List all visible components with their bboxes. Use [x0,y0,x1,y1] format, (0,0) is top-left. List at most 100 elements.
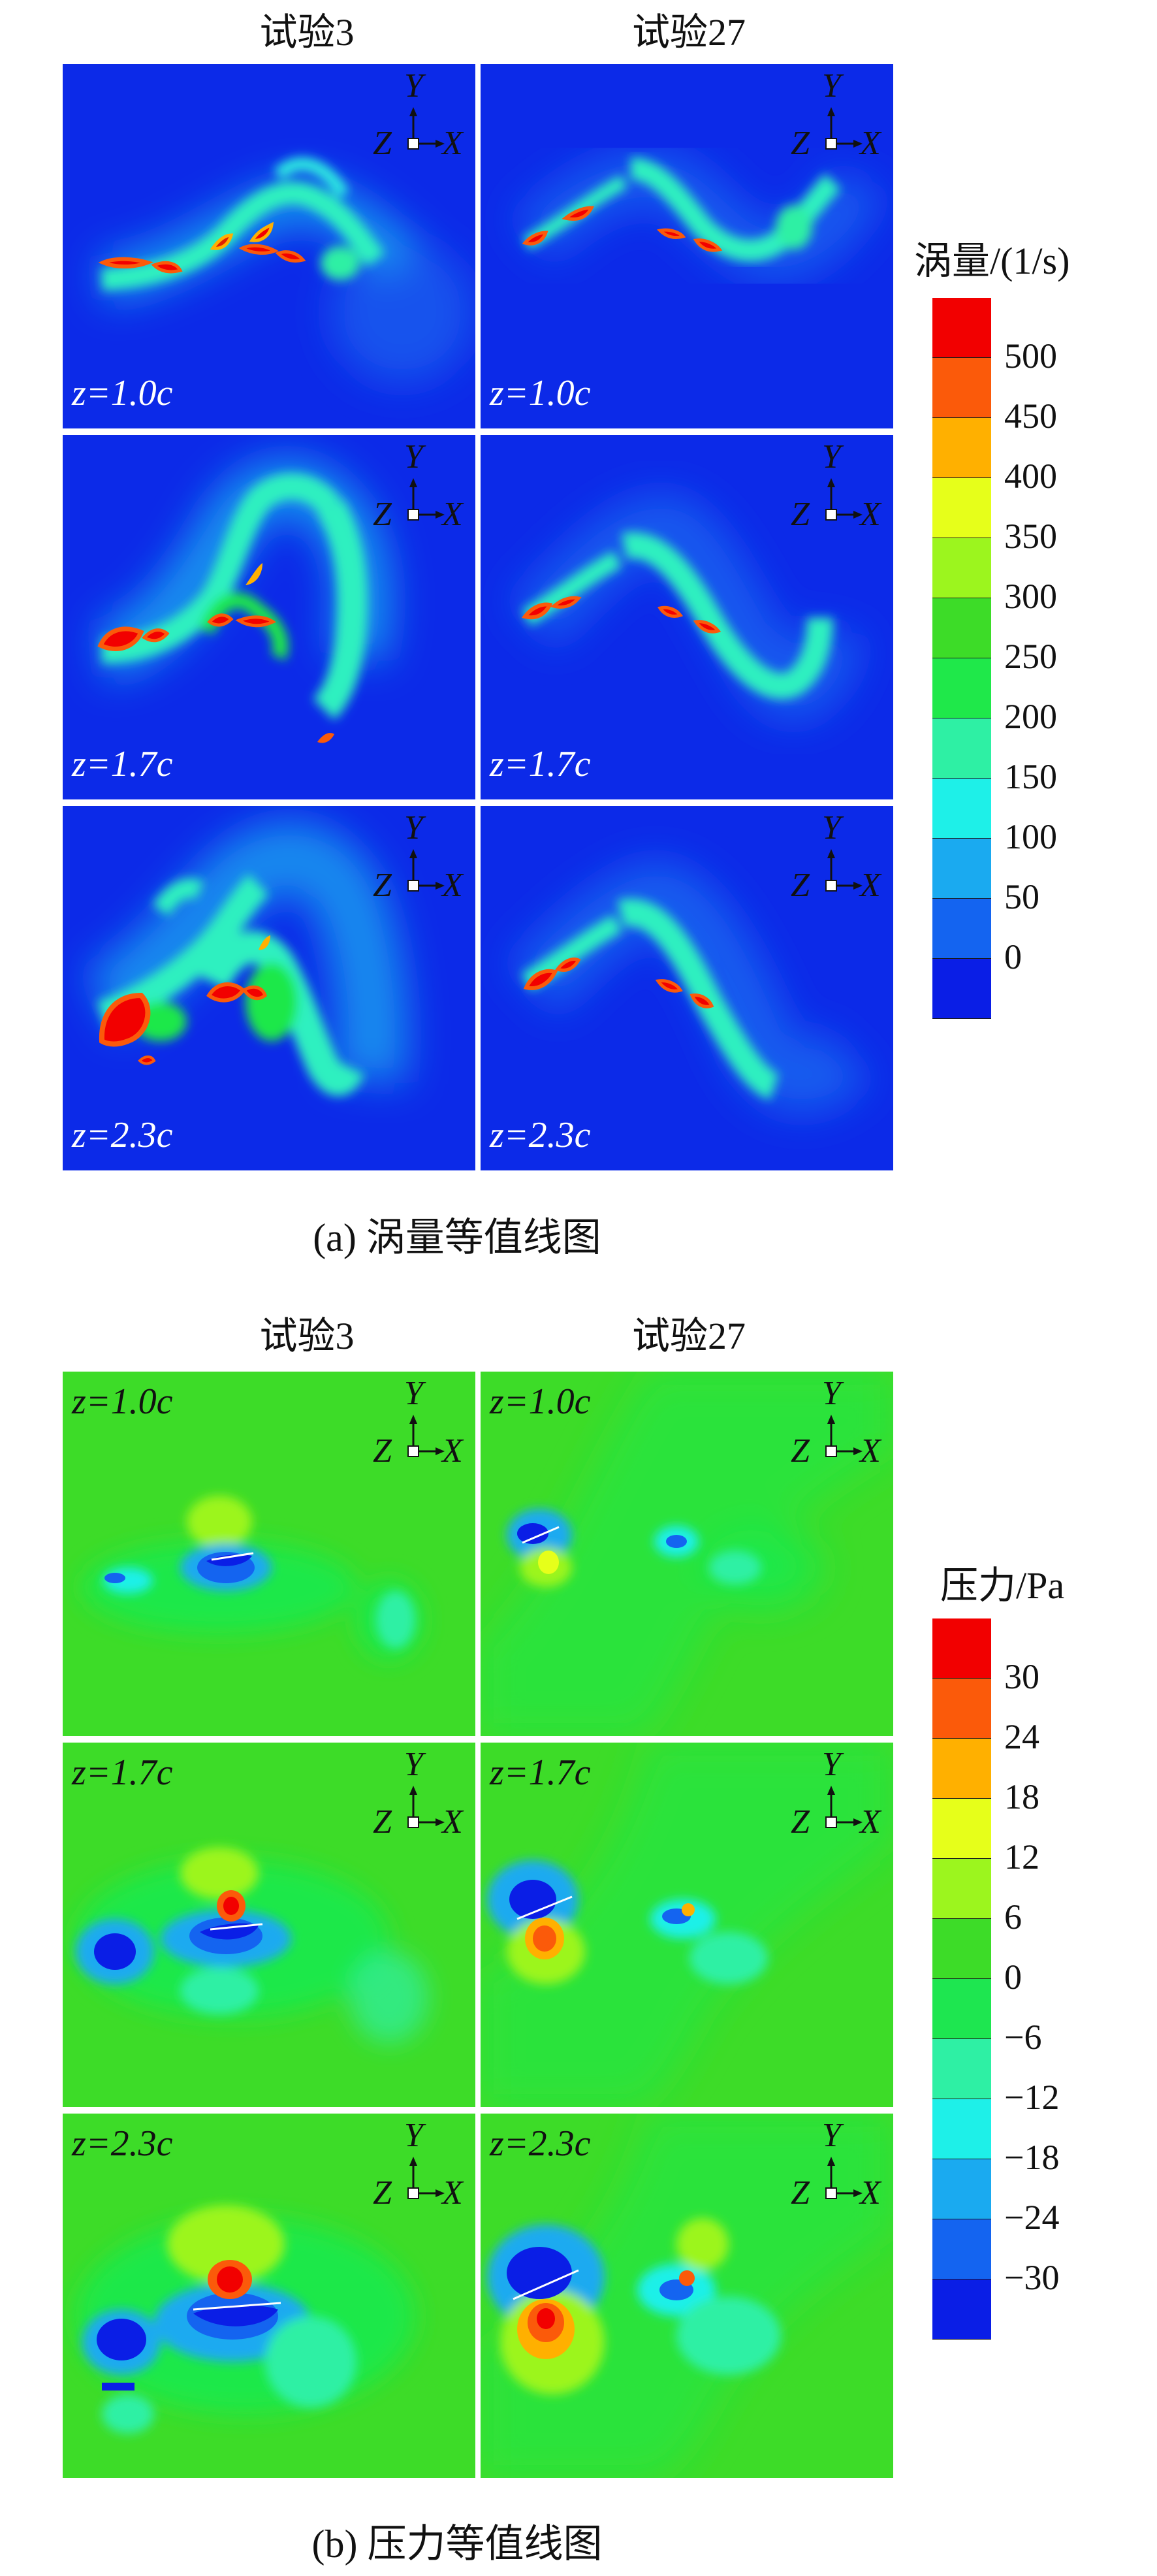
pressure-panel-test3-z23: z=2.3c Y Z X [63,2114,475,2478]
pressure-panel-test27-z23: z=2.3c Y Z X [481,2114,893,2478]
colorbar-tick-label: 18 [1004,1777,1039,1816]
z-position-label: z=1.0c [490,373,591,413]
colorbar-swatch [932,1859,991,1919]
colorbar-swatch [932,1979,991,2039]
vorticity-panel-test3-z17: Y Z X z=1.7c [63,435,475,799]
colorbar-swatch [932,2039,991,2099]
colorbar-tick-label: 0 [1004,937,1022,976]
z-position-label: z=1.0c [72,1381,173,1422]
pressure-legend-title: 压力/Pa [940,1564,1065,1607]
pressure-field-plot [481,1743,893,2107]
colorbar-tick-label: 500 [1004,336,1057,376]
coordinate-axes-icon: Y Z X [373,809,463,904]
colorbar-tick-label: 450 [1004,396,1057,436]
colorbar-tick-label: 50 [1004,877,1039,916]
colorbar-tick-label: 0 [1004,1957,1022,1997]
colorbar-tick-label: −12 [1004,2078,1060,2117]
coordinate-axes-icon: Y Z X [791,809,881,904]
vorticity-field-plot [85,821,408,1096]
coordinate-axes-icon: Y Z X [373,438,463,533]
pressure-field-plot [481,1372,893,1736]
coordinate-axes-icon: Y Z X [373,2117,463,2212]
vorticity-field-plot [509,493,865,722]
colorbar-tick-label: 400 [1004,457,1057,496]
colorbar-swatch [932,538,991,598]
colorbar-swatch [932,1679,991,1739]
colorbar-swatch [932,1919,991,1979]
vorticity-field-plot [97,457,392,743]
colorbar-tick-label: 250 [1004,637,1057,676]
vorticity-col-head-left: 试验3 [259,11,355,54]
coordinate-axes-icon: Y Z X [373,1746,463,1841]
colorbar-tick-label: 300 [1004,577,1057,616]
vorticity-caption: (a) 涡量等值线图 [313,1216,601,1259]
pressure-colorbar [932,1618,991,2340]
vorticity-panel-test3-z23: Y Z X z=2.3c [63,806,475,1170]
pressure-panel-test27-z17: z=1.7c Y Z X [481,1743,893,2107]
pressure-field-plot [82,1496,422,1659]
vorticity-field-plot [507,861,872,1114]
pressure-panel-test3-z1: z=1.0c Y Z X [63,1372,475,1736]
pressure-field-plot [76,1847,428,2043]
colorbar-swatch [932,718,991,779]
colorbar-swatch [932,2099,991,2159]
z-position-label: z=1.0c [490,1381,591,1422]
colorbar-swatch [932,598,991,658]
coordinate-axes-icon: Y Z X [791,1375,881,1470]
colorbar-swatch [932,839,991,899]
pressure-field-plot [481,2114,893,2478]
vorticity-panel-test27-z23: Y Z X z=2.3c [481,806,893,1170]
colorbar-tick-label: 30 [1004,1657,1039,1696]
colorbar-swatch [932,1618,991,1679]
colorbar-tick-label: −18 [1004,2138,1060,2177]
colorbar-tick-label: 24 [1004,1717,1039,1756]
colorbar-tick-label: 100 [1004,817,1057,856]
colorbar-tick-label: 6 [1004,1897,1022,1937]
z-position-label: z=1.7c [490,744,591,784]
z-position-label: z=2.3c [490,2123,591,2164]
vorticity-panel-test27-z17: Y Z X z=1.7c [481,435,893,799]
colorbar-swatch [932,779,991,839]
pressure-panel-test27-z1: z=1.0c Y Z X [481,1372,893,1736]
z-position-label: z=1.7c [72,744,173,784]
colorbar-tick-label: 350 [1004,517,1057,556]
z-position-label: z=1.7c [72,1752,173,1793]
colorbar-tick-label: 200 [1004,697,1057,736]
colorbar-swatch [932,298,991,358]
colorbar-swatch [932,2279,991,2340]
coordinate-axes-icon: Y Z X [791,438,881,533]
pressure-panel-test3-z17: z=1.7c Y Z X [63,1743,475,2107]
colorbar-swatch [932,2159,991,2219]
colorbar-swatch [932,1799,991,1859]
z-position-label: z=2.3c [72,2123,173,2164]
colorbar-swatch [932,478,991,538]
coordinate-axes-icon: Y Z X [791,1746,881,1841]
colorbar-tick-label: 12 [1004,1837,1039,1876]
colorbar-swatch [932,658,991,718]
pressure-col-head-right: 试验27 [631,1315,746,1357]
z-position-label: z=1.0c [72,373,173,413]
colorbar-swatch [932,418,991,478]
vorticity-col-head-right: 试验27 [631,11,746,54]
colorbar-swatch [932,899,991,959]
colorbar-swatch [932,358,991,418]
coordinate-axes-icon: Y Z X [791,2117,881,2212]
colorbar-swatch [932,959,991,1019]
pressure-col-head-left: 试验3 [259,1315,355,1357]
colorbar-tick-label: −6 [1004,2018,1042,2057]
colorbar-tick-label: −24 [1004,2198,1060,2237]
z-position-label: z=1.7c [490,1752,591,1793]
vorticity-colorbar [932,298,991,1019]
z-position-label: z=2.3c [72,1115,173,1155]
pressure-caption: (b) 压力等值线图 [311,2522,603,2566]
coordinate-axes-icon: Y Z X [373,67,463,162]
colorbar-swatch [932,1739,991,1799]
colorbar-tick-label: −30 [1004,2258,1060,2297]
colorbar-tick-label: 150 [1004,757,1057,796]
colorbar-swatch [932,2219,991,2279]
coordinate-axes-icon: Y Z X [791,67,881,162]
vorticity-panel-test27-z1: Y Z X z=1.0c [481,64,893,428]
coordinate-axes-icon: Y Z X [373,1375,463,1470]
vorticity-legend-title: 涡量/(1/s) [914,240,1070,282]
pressure-field-plot [76,2205,415,2434]
